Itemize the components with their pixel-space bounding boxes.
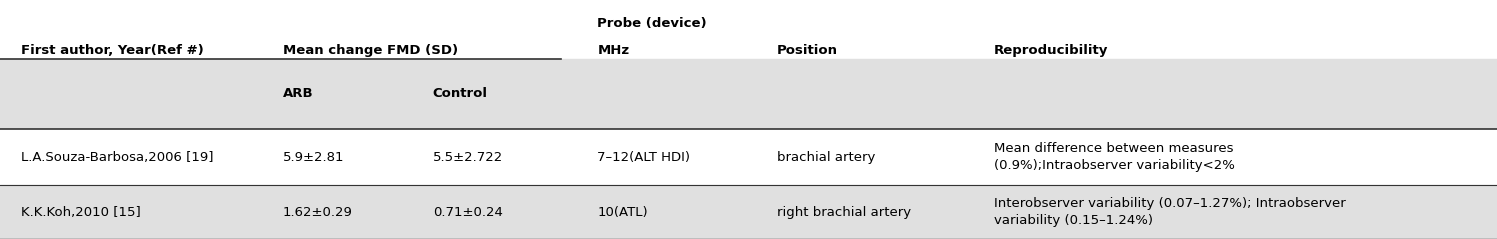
Text: Probe (device): Probe (device) bbox=[597, 17, 707, 30]
Text: Control: Control bbox=[433, 87, 488, 100]
Text: right brachial artery: right brachial artery bbox=[777, 206, 912, 219]
Bar bbox=[0, 185, 1497, 239]
Text: ARB: ARB bbox=[283, 87, 313, 100]
Text: MHz: MHz bbox=[597, 44, 629, 57]
Text: First author, Year(Ref #): First author, Year(Ref #) bbox=[21, 44, 204, 57]
Bar bbox=[0, 129, 1497, 185]
Text: L.A.Souza-Barbosa,2006 [19]: L.A.Souza-Barbosa,2006 [19] bbox=[21, 151, 214, 164]
Text: K.K.Koh,2010 [15]: K.K.Koh,2010 [15] bbox=[21, 206, 141, 219]
Text: Position: Position bbox=[777, 44, 838, 57]
Text: 5.9±2.81: 5.9±2.81 bbox=[283, 151, 344, 164]
Text: 0.71±0.24: 0.71±0.24 bbox=[433, 206, 503, 219]
Bar bbox=[0, 59, 1497, 129]
Text: 5.5±2.722: 5.5±2.722 bbox=[433, 151, 503, 164]
Text: 1.62±0.29: 1.62±0.29 bbox=[283, 206, 353, 219]
Text: brachial artery: brachial artery bbox=[777, 151, 876, 164]
Text: 7–12(ALT HDI): 7–12(ALT HDI) bbox=[597, 151, 690, 164]
Text: Interobserver variability (0.07–1.27%); Intraobserver
variability (0.15–1.24%): Interobserver variability (0.07–1.27%); … bbox=[994, 197, 1346, 227]
Bar bbox=[0, 0, 1497, 59]
Text: Mean change FMD (SD): Mean change FMD (SD) bbox=[283, 44, 458, 57]
Text: 10(ATL): 10(ATL) bbox=[597, 206, 648, 219]
Text: Mean difference between measures
(0.9%);Intraobserver variability<2%: Mean difference between measures (0.9%);… bbox=[994, 142, 1235, 172]
Text: Reproducibility: Reproducibility bbox=[994, 44, 1108, 57]
